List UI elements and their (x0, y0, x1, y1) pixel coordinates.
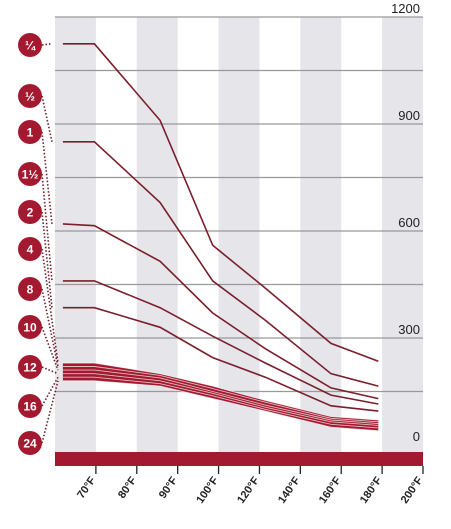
badge-connector (41, 326, 59, 371)
badge-connector (41, 173, 53, 282)
legend-badge-label: 4 (27, 243, 34, 257)
x-tick-label: 100°F (194, 475, 221, 506)
legend-badge (18, 315, 42, 339)
series-line (62, 280, 379, 405)
y-axis-tick-labels: 0 300 600 900 1200 (391, 1, 420, 444)
legend-badge-label: 12 (23, 361, 37, 375)
temperature-band (218, 17, 260, 455)
badge-connector (41, 380, 59, 444)
series-line (62, 141, 379, 387)
series-line (62, 380, 379, 432)
legend-badge-label: 1½ (22, 168, 39, 182)
legend-badge-label: ½ (25, 90, 35, 104)
series-line (62, 369, 379, 425)
x-tick-label: 80°F (116, 475, 139, 501)
series-line (62, 223, 379, 400)
x-tick-label: 140°F (276, 475, 303, 506)
x-tick-label: 180°F (358, 475, 385, 506)
x-tick-label: 160°F (317, 475, 344, 506)
y-tick-label: 900 (398, 108, 420, 123)
temperature-band (136, 17, 178, 455)
legend-badge (18, 162, 42, 186)
legend-badge (18, 33, 42, 57)
badge-connector (41, 366, 59, 375)
temperature-band (382, 17, 423, 455)
legend-badge (18, 277, 42, 301)
grid-lines (55, 16, 423, 393)
badge-connector (41, 131, 53, 224)
legend-badge (18, 84, 42, 108)
badge-connector (41, 95, 53, 143)
badge-connector (41, 248, 59, 364)
y-tick-label: 1200 (391, 1, 420, 16)
temperature-bands (55, 17, 423, 455)
series-lines (62, 42, 379, 432)
series-line (62, 366, 379, 423)
legend-badge-label: 8 (27, 283, 34, 297)
legend-badge (18, 120, 42, 144)
x-tick-label: 70°F (75, 475, 98, 501)
legend-badge-label: 1 (27, 126, 34, 140)
series-line (62, 376, 379, 429)
series-line (62, 362, 379, 421)
legend-badge-label: 2 (27, 206, 34, 220)
legend-badge (18, 237, 42, 261)
series-line (62, 42, 379, 362)
badge-connector (41, 288, 59, 367)
legend-badge (18, 431, 42, 455)
x-tick-label: 120°F (235, 475, 262, 506)
y-tick-label: 300 (398, 322, 420, 337)
x-axis: 70°F 80°F 90°F 100°F 120°F 140°F 160°F 180°F 200… (55, 452, 426, 506)
legend-badge-label: 16 (23, 400, 37, 414)
y-tick-label: 0 (413, 429, 420, 444)
legend-badge (18, 394, 42, 418)
thick-pipe-band (62, 363, 379, 431)
y-tick-label: 600 (398, 215, 420, 230)
x-axis-bar (55, 452, 423, 466)
x-tick-label: 200°F (399, 475, 426, 506)
series-line (62, 373, 379, 426)
legend-badge-label: 10 (23, 321, 37, 335)
badge-connector (41, 42, 53, 46)
series-line (62, 306, 379, 412)
legend-badge-label: ¼ (25, 39, 36, 53)
legend-badge (18, 355, 42, 379)
temperature-band (55, 17, 96, 455)
x-tick-label: 90°F (157, 475, 180, 501)
legend-badge-label: 24 (23, 437, 37, 451)
badge-connectors (41, 42, 59, 444)
legend-badge (18, 200, 42, 224)
thick-series-fill (62, 363, 379, 431)
